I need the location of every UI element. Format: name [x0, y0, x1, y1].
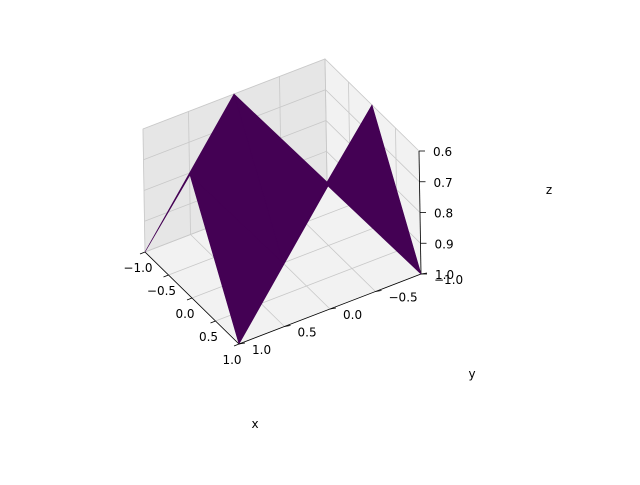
y-tick-label: 0.5: [298, 326, 317, 340]
y-tick-label: 1.0: [252, 343, 271, 357]
y-tick: [238, 342, 246, 345]
x-tick-label: −0.5: [147, 284, 176, 298]
z-tick-label: 0.7: [434, 176, 453, 190]
x-tick: [139, 251, 146, 255]
x-axis-label: x: [251, 417, 258, 431]
x-tick-label: 1.0: [222, 353, 241, 367]
y-tick: [329, 307, 337, 310]
axis-tick-labels: −1.0−0.50.00.51.0−1.0−0.50.00.51.00.60.7…: [123, 145, 463, 367]
z-tick-label: 1.0: [435, 268, 454, 282]
y-tick: [375, 290, 382, 292]
y-tick-label: 0.0: [343, 308, 362, 322]
y-tick-label: −0.5: [389, 291, 418, 305]
axis-ticks: [139, 150, 428, 347]
x-tick-label: 0.0: [175, 307, 194, 321]
surface-mesh: [144, 93, 422, 345]
z-grid-line: [143, 89, 420, 183]
x-tick: [163, 274, 169, 278]
x-tick: [233, 343, 240, 347]
y-tick-label: −1.0: [434, 273, 463, 287]
x-tick-label: 0.5: [199, 330, 218, 344]
x-tick-label: −1.0: [123, 261, 152, 275]
z-axis-label: z: [546, 183, 552, 197]
z-tick-label: 0.6: [433, 145, 452, 159]
z-tick-label: 0.9: [435, 237, 454, 251]
x-tick: [210, 320, 216, 324]
z-grid-line: [142, 58, 420, 152]
z-tick-label: 0.8: [434, 207, 453, 221]
y-tick: [284, 325, 291, 327]
y-axis-label: y: [468, 367, 475, 381]
x-tick: [186, 297, 193, 301]
